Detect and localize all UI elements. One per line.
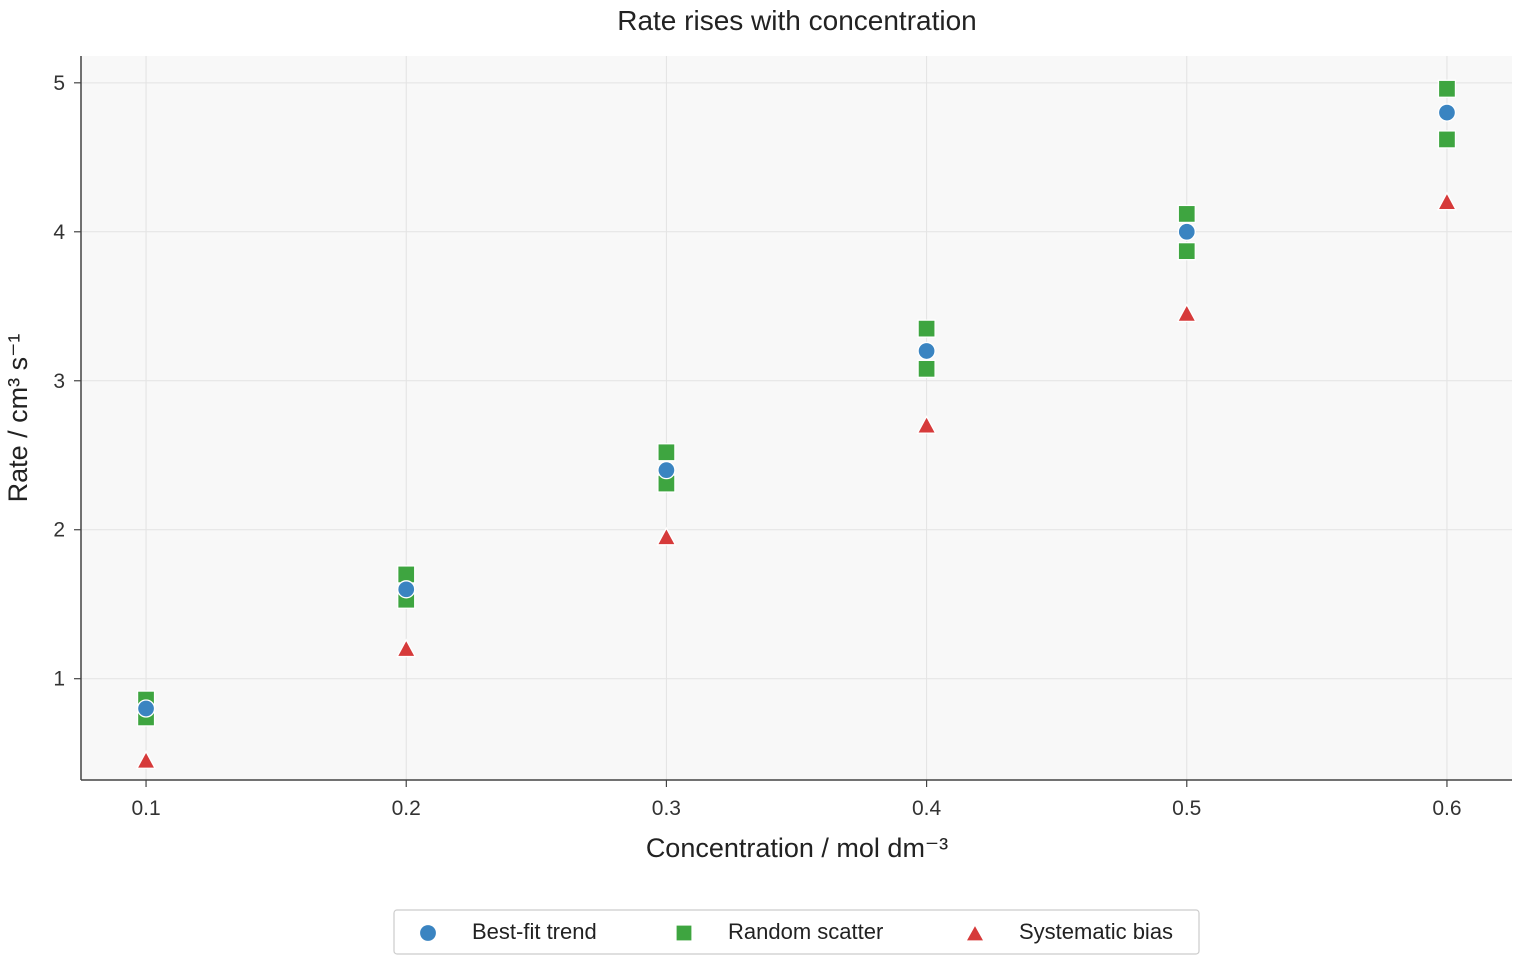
legend-marker-best-fit-trend bbox=[418, 923, 438, 943]
x-tick-label: 0.4 bbox=[912, 797, 942, 820]
axes bbox=[80, 56, 1512, 781]
data-point-systematic-bias bbox=[135, 750, 157, 769]
x-tick-label: 0.2 bbox=[392, 797, 421, 820]
data-point-systematic-bias bbox=[916, 415, 937, 434]
y-axis-label: Rate / cm³ s⁻¹ bbox=[3, 334, 33, 503]
legend-label-random-scatter: Random scatter bbox=[728, 919, 883, 944]
y-tick-label: 2 bbox=[53, 519, 65, 542]
y-ticks: 1 2 3 4 5 bbox=[53, 72, 81, 691]
data-point-best-fit-trend bbox=[397, 580, 416, 599]
legend-label-best-fit-trend: Best-fit trend bbox=[472, 919, 597, 944]
data-point-random-scatter bbox=[917, 319, 936, 338]
data-point-random-scatter bbox=[1437, 130, 1457, 149]
x-ticks: 0.1 0.2 0.3 0.4 0.5 0.6 bbox=[131, 780, 1462, 820]
legend-label-systematic-bias: Systematic bias bbox=[1019, 919, 1173, 944]
legend-marker-systematic-bias bbox=[964, 923, 986, 942]
chart-title: Rate rises with concentration bbox=[617, 5, 977, 36]
y-tick-label: 4 bbox=[53, 221, 65, 244]
data-point-best-fit-trend bbox=[657, 460, 676, 480]
legend: Best-fit trend Random scatter Systematic… bbox=[393, 909, 1200, 955]
x-tick-label: 0.1 bbox=[131, 797, 160, 820]
grid-lines bbox=[81, 56, 1512, 780]
data-point-systematic-bias bbox=[396, 638, 417, 658]
y-tick-label: 5 bbox=[53, 72, 65, 95]
series-systematic-bias bbox=[135, 191, 1458, 769]
data-point-best-fit-trend bbox=[1177, 222, 1196, 241]
data-point-systematic-bias bbox=[1176, 303, 1197, 323]
plot-area bbox=[81, 56, 1512, 780]
x-tick-label: 0.3 bbox=[652, 797, 681, 820]
series-best-fit-trend bbox=[136, 103, 1457, 718]
y-tick-label: 1 bbox=[53, 668, 65, 691]
data-point-random-scatter bbox=[917, 359, 936, 378]
x-axis-label: Concentration / mol dm⁻³ bbox=[646, 833, 948, 863]
data-points bbox=[135, 79, 1458, 769]
data-point-random-scatter bbox=[1177, 204, 1196, 224]
data-point-random-scatter bbox=[1177, 242, 1196, 261]
legend-box bbox=[393, 909, 1200, 955]
legend-marker-random-scatter bbox=[675, 924, 693, 942]
data-point-random-scatter bbox=[657, 443, 676, 462]
data-point-random-scatter bbox=[1437, 79, 1457, 98]
x-tick-label: 0.6 bbox=[1432, 797, 1461, 820]
x-tick-label: 0.5 bbox=[1172, 797, 1201, 820]
data-point-best-fit-trend bbox=[1437, 103, 1457, 122]
data-point-best-fit-trend bbox=[917, 341, 936, 361]
y-tick-label: 3 bbox=[53, 370, 65, 393]
data-point-systematic-bias bbox=[656, 526, 677, 546]
data-point-best-fit-trend bbox=[136, 699, 156, 718]
data-point-systematic-bias bbox=[1436, 191, 1458, 211]
